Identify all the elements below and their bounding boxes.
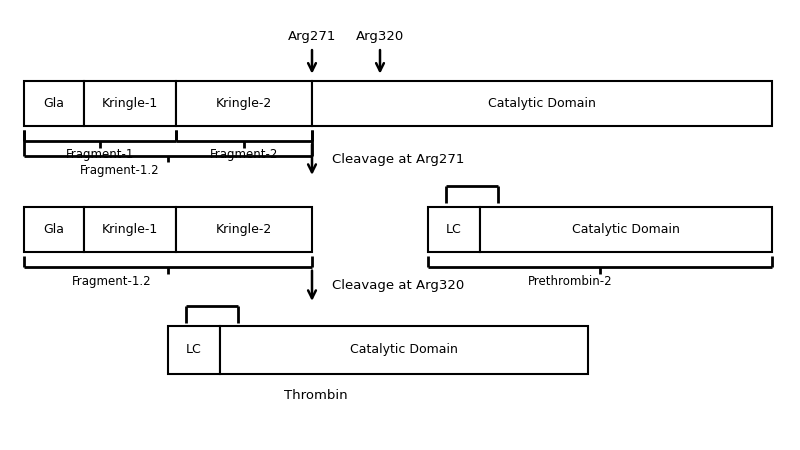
Text: Cleavage at Arg271: Cleavage at Arg271 xyxy=(332,153,464,166)
Text: Arg320: Arg320 xyxy=(356,30,404,43)
Text: Thrombin: Thrombin xyxy=(284,389,348,402)
Text: Gla: Gla xyxy=(43,223,65,236)
FancyBboxPatch shape xyxy=(176,207,312,252)
FancyBboxPatch shape xyxy=(24,207,84,252)
Text: Arg271: Arg271 xyxy=(288,30,336,43)
FancyBboxPatch shape xyxy=(84,81,176,126)
Text: Kringle-1: Kringle-1 xyxy=(102,223,158,236)
Text: Kringle-2: Kringle-2 xyxy=(216,223,272,236)
Text: Catalytic Domain: Catalytic Domain xyxy=(572,223,680,236)
FancyBboxPatch shape xyxy=(220,326,588,374)
FancyBboxPatch shape xyxy=(312,81,772,126)
Text: Catalytic Domain: Catalytic Domain xyxy=(350,343,458,356)
Text: Kringle-1: Kringle-1 xyxy=(102,97,158,110)
FancyBboxPatch shape xyxy=(428,207,480,252)
Text: Fragment-2: Fragment-2 xyxy=(210,148,278,161)
Text: LC: LC xyxy=(186,343,202,356)
Text: Fragment-1: Fragment-1 xyxy=(66,148,134,161)
FancyBboxPatch shape xyxy=(480,207,772,252)
FancyBboxPatch shape xyxy=(24,81,84,126)
FancyBboxPatch shape xyxy=(84,207,176,252)
FancyBboxPatch shape xyxy=(168,326,220,374)
Text: Fragment-1.2: Fragment-1.2 xyxy=(72,275,152,288)
Text: Catalytic Domain: Catalytic Domain xyxy=(488,97,596,110)
FancyBboxPatch shape xyxy=(176,81,312,126)
Text: LC: LC xyxy=(446,223,462,236)
Text: Kringle-2: Kringle-2 xyxy=(216,97,272,110)
Text: Gla: Gla xyxy=(43,97,65,110)
Text: Cleavage at Arg320: Cleavage at Arg320 xyxy=(332,279,464,292)
Text: Prethrombin-2: Prethrombin-2 xyxy=(528,275,613,288)
Text: Fragment-1.2: Fragment-1.2 xyxy=(80,164,160,177)
